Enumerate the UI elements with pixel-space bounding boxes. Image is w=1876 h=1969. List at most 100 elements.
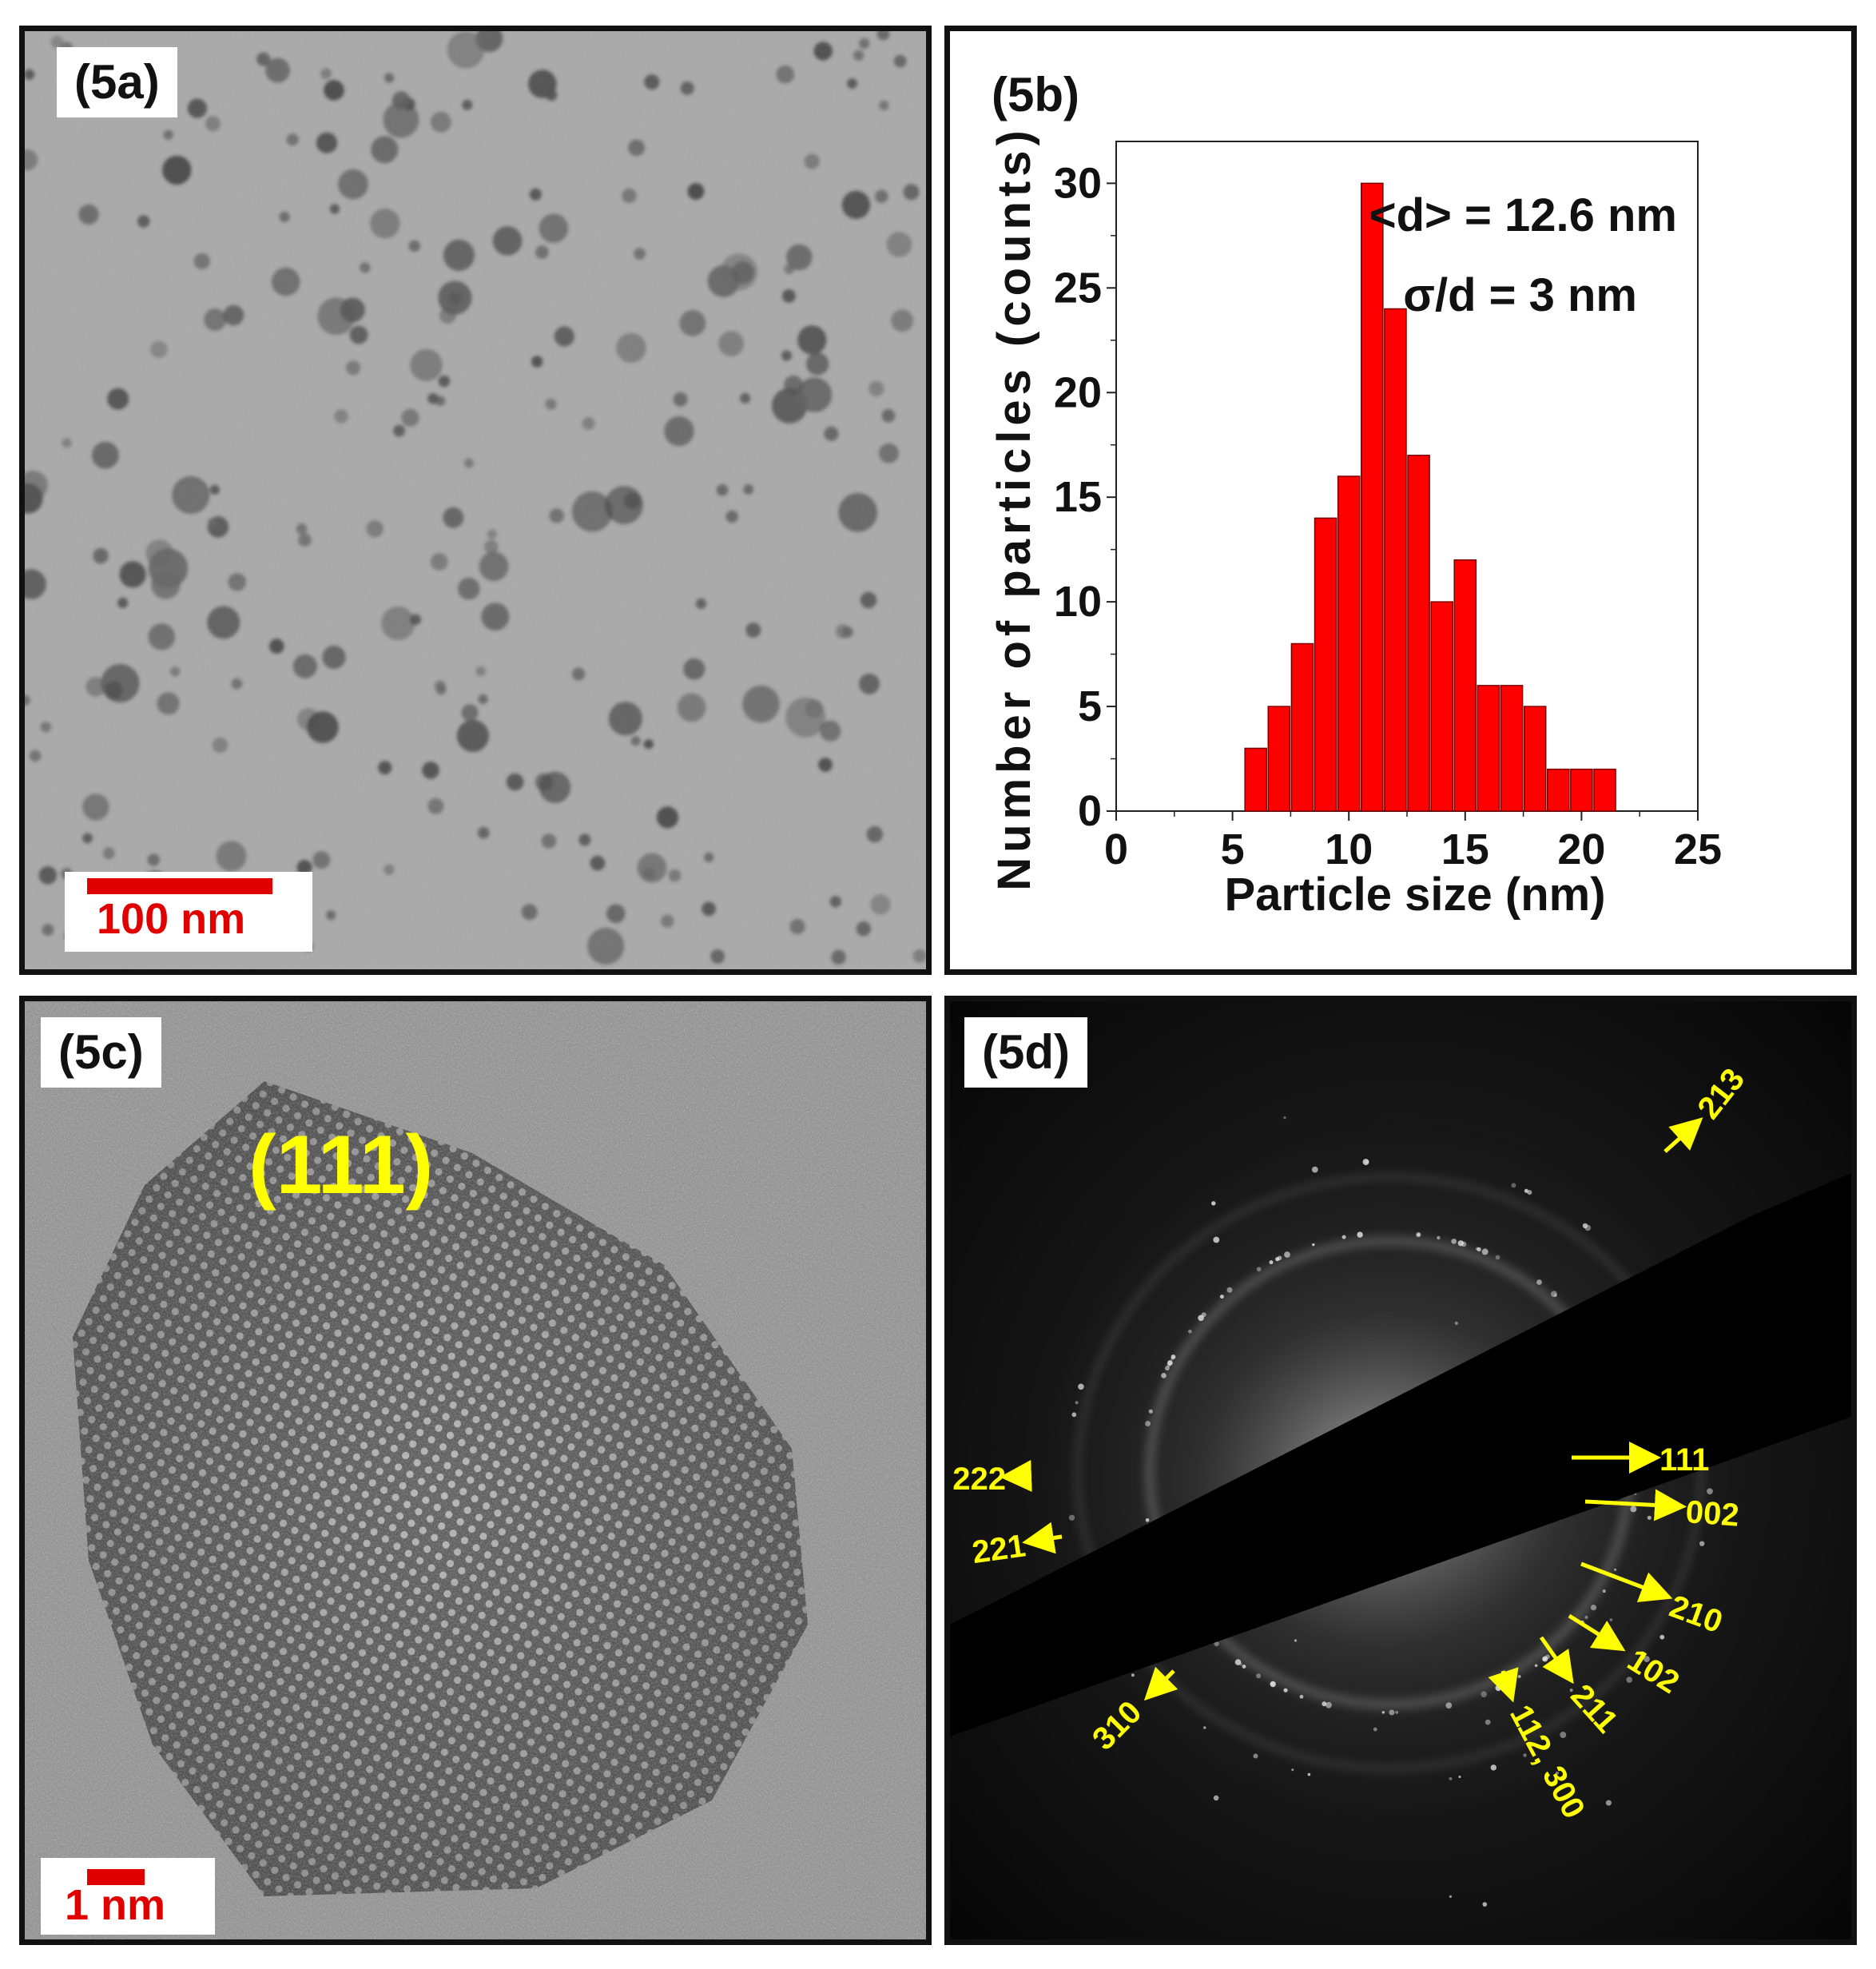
histogram-bar: [1570, 768, 1593, 812]
diffraction-spot: [1075, 1401, 1079, 1405]
y-tick-label: 25: [1054, 264, 1102, 312]
histogram-bar: [1593, 768, 1616, 812]
tem-micrograph-5a: [25, 31, 926, 969]
diffraction-spot: [1269, 1260, 1274, 1265]
x-tick-label: 20: [1557, 825, 1605, 873]
diffraction-spot: [1495, 1685, 1502, 1692]
diffraction-spot: [1569, 1689, 1573, 1693]
diffraction-spot: [1555, 1771, 1559, 1775]
diffraction-spot: [1284, 1251, 1290, 1258]
histogram-bar: [1546, 768, 1570, 812]
std-dev-annotation: σ/d = 3 nm: [1403, 269, 1637, 321]
diffraction-spot: [1213, 1236, 1220, 1243]
histogram-bar: [1430, 601, 1453, 812]
reflection-arrow: [1022, 1522, 1063, 1554]
diffraction-spot: [1495, 1255, 1500, 1260]
diffraction-spot: [1643, 1656, 1650, 1662]
scale-bar-box: 1 nm: [41, 1858, 215, 1935]
diffraction-spot: [1454, 1321, 1458, 1325]
panel-label-5d: (5d): [964, 1017, 1087, 1088]
reflection-label: 221: [970, 1528, 1027, 1570]
diffraction-spot: [1299, 1694, 1304, 1699]
diffraction-spot: [1145, 1518, 1150, 1522]
panel-5c: (111) (5c) 1 nm: [19, 996, 932, 1945]
diffraction-spot: [1449, 1776, 1453, 1780]
panel-5b: (5b) 0 5 10 15 20 25 0 5 10 15 20 25 30 Particle size…: [944, 26, 1857, 975]
scale-bar: [87, 1869, 145, 1885]
mean-size-annotation: <d> = 12.6 nm: [1369, 189, 1677, 241]
diffraction-spot: [1078, 1383, 1084, 1390]
diffraction-spot: [1253, 1753, 1258, 1759]
diffraction-spot: [1584, 1224, 1592, 1231]
diffraction-spot: [1201, 1312, 1206, 1318]
diffraction-spot: [1647, 1515, 1651, 1520]
diffraction-spot: [1477, 1247, 1481, 1252]
panel-5d: 213 111 002 210 102 211 112, 300 310 222 221 (5d): [944, 996, 1857, 1945]
diffraction-spot: [1283, 1688, 1288, 1693]
histogram-bar: [1267, 706, 1291, 812]
y-tick-label: 10: [1054, 578, 1102, 626]
diffraction-spot: [1590, 1605, 1597, 1611]
diffraction-spot: [1485, 1719, 1491, 1725]
x-tick-label: 15: [1441, 825, 1489, 873]
reflection-arrow: [1488, 1667, 1519, 1703]
diffraction-spot: [1167, 1362, 1172, 1366]
diffraction-spot: [1534, 1664, 1537, 1668]
diffraction-spot: [1536, 1279, 1542, 1285]
diffraction-spot: [1584, 1615, 1588, 1620]
diffraction-spot: [1445, 1702, 1453, 1709]
diffraction-spot: [1226, 1287, 1233, 1293]
diffraction-spot: [1165, 1366, 1170, 1371]
diffraction-spot: [1145, 1421, 1151, 1426]
diffraction-spot: [1326, 1701, 1332, 1708]
histogram-bar: [1290, 642, 1314, 812]
diffraction-spot: [1214, 1641, 1219, 1647]
histogram-bar: [1337, 475, 1361, 812]
diffraction-spot: [1362, 1159, 1369, 1166]
diffraction-spot: [1203, 1726, 1206, 1729]
diffraction-spot: [1381, 1711, 1385, 1714]
diffraction-spot: [1417, 1233, 1421, 1236]
hrtem-micrograph-5c: (111): [25, 1001, 926, 1939]
diffraction-spot: [1457, 1240, 1464, 1247]
diffraction-spot: [1449, 1895, 1452, 1898]
scale-bar: [87, 878, 272, 894]
diffraction-spot: [1213, 1795, 1219, 1801]
x-tick-label: 25: [1674, 825, 1722, 873]
lattice-plane-label: (111): [248, 1119, 433, 1211]
y-tick-label: 30: [1054, 159, 1102, 207]
diffraction-spot: [1312, 1243, 1315, 1247]
diffraction-spot: [1551, 1291, 1557, 1298]
diffraction-spot: [1543, 1657, 1547, 1661]
diffraction-spot: [1482, 1902, 1488, 1907]
diffraction-spot: [1630, 1506, 1637, 1513]
diffraction-spot: [1275, 1257, 1280, 1262]
diffraction-spot: [1605, 1800, 1612, 1806]
particle-size-histogram: 0 5 10 15 20 25 0 5 10 15 20 25 30 Particle size (nm)…: [988, 125, 1722, 921]
diffraction-spot: [1161, 1373, 1167, 1378]
y-tick-label: 0: [1078, 787, 1102, 835]
y-axis-label: Number of particles (counts): [988, 125, 1040, 891]
diffraction-spot: [1256, 1673, 1262, 1679]
diffraction-spot: [1171, 1354, 1176, 1359]
diffraction-spot: [1458, 1776, 1461, 1778]
diffraction-spot: [1517, 1675, 1521, 1678]
reflection-arrow: [1568, 1613, 1626, 1652]
diffraction-spot: [1560, 1732, 1567, 1738]
diffraction-spot: [1511, 1183, 1516, 1188]
x-axis-label: Particle size (nm): [1224, 869, 1605, 921]
reflection-label: 002: [1684, 1494, 1740, 1533]
plot-frame: [1115, 141, 1699, 812]
diffraction-spot: [1395, 1711, 1399, 1714]
diffraction-spot: [1699, 1541, 1705, 1546]
diffraction-spot: [1311, 1166, 1318, 1173]
diffraction-spot: [1167, 1360, 1173, 1366]
histogram-bar: [1314, 517, 1337, 812]
reflection-arrow: [1539, 1636, 1574, 1685]
diffraction-spot: [1481, 1248, 1488, 1255]
scale-bar-label: 100 nm: [97, 895, 246, 943]
diffraction-spot: [1490, 1764, 1496, 1771]
scale-bar-box: 100 nm: [65, 872, 312, 952]
histogram-bar: [1361, 182, 1384, 812]
